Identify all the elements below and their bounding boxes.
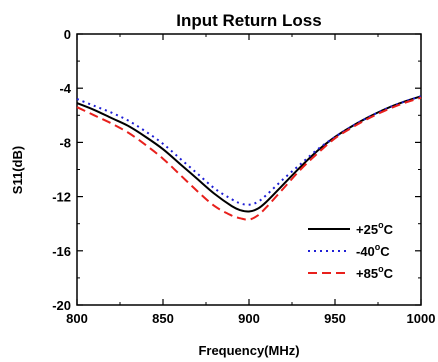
legend-label-unit: C xyxy=(384,222,394,237)
legend-label-degree: o xyxy=(375,242,381,252)
y-tick-label: -8 xyxy=(59,135,71,150)
legend-label-0: +25oC xyxy=(356,220,394,237)
y-tick-label: -12 xyxy=(52,190,71,205)
series-line-2 xyxy=(76,96,422,221)
x-tick-label: 1000 xyxy=(407,311,436,326)
x-tick-label: 800 xyxy=(66,311,88,326)
series-lines xyxy=(76,95,422,221)
legend-label-unit: C xyxy=(384,266,394,281)
x-axis-label: Frequency(MHz) xyxy=(198,343,299,358)
legend-label-degree: o xyxy=(378,264,384,274)
x-tick-label: 850 xyxy=(152,311,174,326)
series-line-1 xyxy=(76,95,422,206)
legend-label-degree: o xyxy=(378,220,384,230)
legend-label-value: -40 xyxy=(356,244,375,259)
series-line-0 xyxy=(76,95,422,213)
x-tick-label: 950 xyxy=(324,311,346,326)
legend: +25oC-40oC+85oC xyxy=(308,220,394,281)
y-tick-label: -4 xyxy=(59,81,71,96)
chart-title: Input Return Loss xyxy=(176,11,321,30)
y-tick-label: 0 xyxy=(64,27,71,42)
axis-ticks xyxy=(76,33,422,306)
legend-label-value: +25 xyxy=(356,222,378,237)
y-tick-label: -16 xyxy=(52,244,71,259)
y-tick-label: -20 xyxy=(52,298,71,313)
y-axis-label: S11(dB) xyxy=(10,146,25,194)
tick-labels: 800 850 900 950 1000 0 -4 -8 -12 -16 -20 xyxy=(52,27,435,326)
legend-label-value: +85 xyxy=(356,266,378,281)
legend-label-unit: C xyxy=(380,244,390,259)
legend-label-2: +85oC xyxy=(356,264,394,281)
x-tick-label: 900 xyxy=(238,311,260,326)
legend-label-1: -40oC xyxy=(356,242,390,259)
plot-area xyxy=(76,33,422,306)
